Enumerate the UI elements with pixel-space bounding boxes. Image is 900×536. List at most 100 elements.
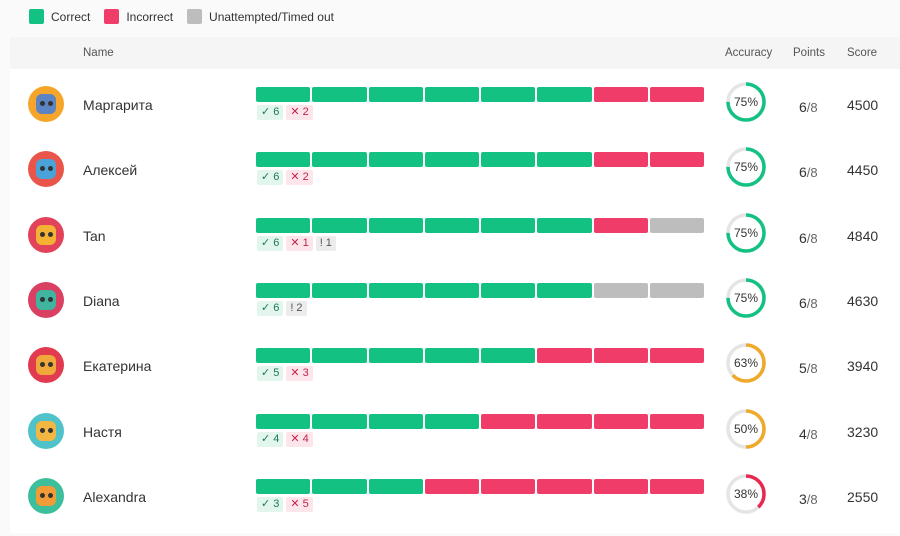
points-total: /8 <box>806 230 818 246</box>
avatar-eye <box>48 492 53 498</box>
answer-segment-correct <box>312 282 367 298</box>
answer-segment-correct <box>256 87 311 102</box>
accuracy-ring <box>726 408 766 449</box>
header-points: Points <box>793 47 825 59</box>
legend-swatch <box>187 9 203 24</box>
points-total: /8 <box>806 361 818 377</box>
answer-segment-correct <box>312 217 367 233</box>
points-value: 4/8 <box>799 426 818 442</box>
player-row[interactable]: Tan ✓ 6 ✕ 1! 1 75% 6/8 4840 <box>10 210 900 275</box>
avatar-eye <box>48 231 53 237</box>
accuracy-ring <box>726 212 766 253</box>
points-earned: 6 <box>799 229 807 246</box>
count-value: 4 <box>273 432 280 445</box>
avatar-face <box>36 159 56 180</box>
legend: Correct Incorrect Unattempted/Timed out <box>29 9 334 24</box>
answer-bar <box>256 478 704 494</box>
answer-segment-incorrect <box>649 152 704 168</box>
accuracy-ring <box>726 147 766 188</box>
correct-count-badge: ✓ 6 <box>257 105 284 120</box>
legend-label: Unattempted/Timed out <box>209 9 334 24</box>
player-row[interactable]: Alexandra ✓ 3 ✕ 5 38% 3/8 2550 <box>10 471 900 536</box>
cross-icon: ✕ <box>290 236 300 249</box>
points-value: 3/8 <box>799 491 818 507</box>
header-name: Name <box>83 47 114 59</box>
answer-segment-incorrect <box>593 87 648 102</box>
answer-segment-incorrect <box>649 87 704 102</box>
answer-segment-unattempted <box>649 282 704 298</box>
avatar-face <box>36 224 56 245</box>
legend-label: Correct <box>51 9 91 24</box>
correct-count-badge: ✓ 5 <box>257 366 284 382</box>
score-value: 3230 <box>847 423 879 440</box>
count-value: 6 <box>273 301 280 314</box>
answer-segment-correct <box>312 87 367 102</box>
points-total: /8 <box>806 491 818 507</box>
answer-segment-incorrect <box>649 478 704 494</box>
result-tags: ✓ 5 ✕ 3 <box>257 366 313 382</box>
unattempted-count-badge: ! 1 <box>315 235 336 251</box>
answer-segment-correct <box>368 152 423 168</box>
accuracy-ring-fill <box>726 82 766 122</box>
incorrect-count-badge: ✕ 2 <box>286 170 313 186</box>
count-value: 1 <box>302 236 309 249</box>
player-row[interactable]: Алексей ✓ 6 ✕ 2 75% 6/8 4450 <box>10 144 900 209</box>
player-row[interactable]: Маргарита ✓ 6 ✕ 2 75% 6/8 4500 <box>10 79 900 144</box>
points-value: 6/8 <box>799 164 818 180</box>
avatar <box>28 412 64 449</box>
player-name: Tan <box>83 227 106 244</box>
avatar <box>28 477 64 514</box>
answer-segment-incorrect <box>649 348 704 364</box>
player-row[interactable]: Екатерина ✓ 5 ✕ 3 63% 5/8 3940 <box>10 340 900 405</box>
legend-item: Correct <box>29 9 90 24</box>
avatar-face <box>36 420 56 441</box>
answer-segment-correct <box>424 217 479 233</box>
correct-count-badge: ✓ 3 <box>257 496 284 512</box>
accuracy-ring-fill <box>726 278 766 318</box>
points-total: /8 <box>806 165 818 181</box>
count-value: 5 <box>302 497 309 510</box>
points-total: /8 <box>806 100 818 115</box>
answer-segment-correct <box>424 282 479 298</box>
legend-label: Incorrect <box>126 9 174 24</box>
accuracy-ring-fill <box>726 408 766 449</box>
answer-segment-correct <box>312 478 367 494</box>
points-value: 6/8 <box>799 295 818 311</box>
answer-segment-incorrect <box>481 413 536 429</box>
result-tags: ✓ 6 ✕ 1! 1 <box>257 235 336 251</box>
answer-segment-incorrect <box>537 413 592 429</box>
answer-segment-incorrect <box>649 413 704 429</box>
count-value: 2 <box>296 301 303 314</box>
score-value: 4840 <box>847 227 879 244</box>
points-earned: 5 <box>799 360 807 377</box>
answer-segment-correct <box>368 348 423 364</box>
avatar <box>28 86 64 122</box>
answer-segment-correct <box>537 87 592 102</box>
avatar-eye <box>48 166 53 172</box>
avatar-face <box>36 355 56 376</box>
header-score: Score <box>847 47 878 59</box>
answer-segment-correct <box>481 282 536 298</box>
player-name: Alexandra <box>83 488 147 505</box>
exclamation-icon: ! <box>290 301 294 314</box>
points-earned: 6 <box>799 99 807 115</box>
answer-segment-incorrect <box>593 478 648 494</box>
answer-segment-correct <box>481 348 536 364</box>
player-row[interactable]: Настя ✓ 4 ✕ 4 50% 4/8 3230 <box>10 406 900 471</box>
answer-bar <box>256 87 704 102</box>
incorrect-count-badge: ✕ 3 <box>286 366 313 382</box>
answer-segment-unattempted <box>649 217 704 233</box>
accuracy-ring <box>726 82 766 122</box>
answer-segment-correct <box>256 413 311 429</box>
check-icon: ✓ <box>261 171 271 184</box>
accuracy-ring <box>726 278 766 318</box>
cross-icon: ✕ <box>290 171 300 184</box>
check-icon: ✓ <box>261 497 271 510</box>
answer-bar <box>256 152 704 168</box>
points-total: /8 <box>806 295 818 311</box>
accuracy-ring-fill <box>726 474 766 514</box>
answer-segment-incorrect <box>593 348 648 364</box>
points-earned: 6 <box>799 164 807 181</box>
avatar-face <box>36 94 56 114</box>
player-row[interactable]: Diana ✓ 6! 2 75% 6/8 4630 <box>10 275 900 340</box>
